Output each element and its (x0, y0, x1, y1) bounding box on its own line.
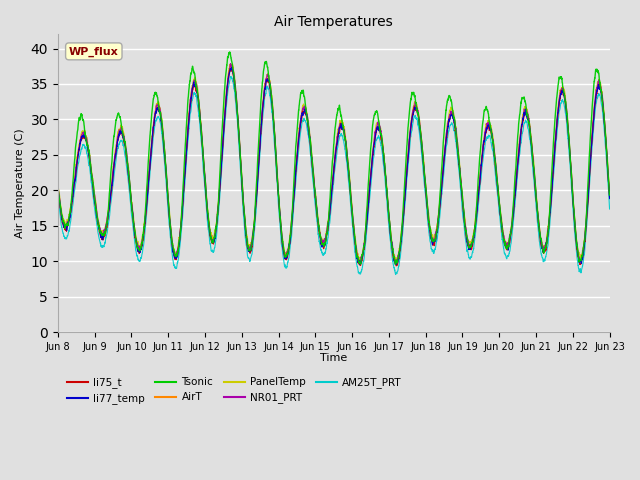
X-axis label: Time: Time (320, 353, 348, 363)
Legend: li75_t, li77_temp, Tsonic, AirT, PanelTemp, NR01_PRT, AM25T_PRT: li75_t, li77_temp, Tsonic, AirT, PanelTe… (63, 373, 406, 408)
Text: WP_flux: WP_flux (69, 46, 118, 57)
Title: Air Temperatures: Air Temperatures (275, 15, 393, 29)
Y-axis label: Air Temperature (C): Air Temperature (C) (15, 128, 25, 238)
